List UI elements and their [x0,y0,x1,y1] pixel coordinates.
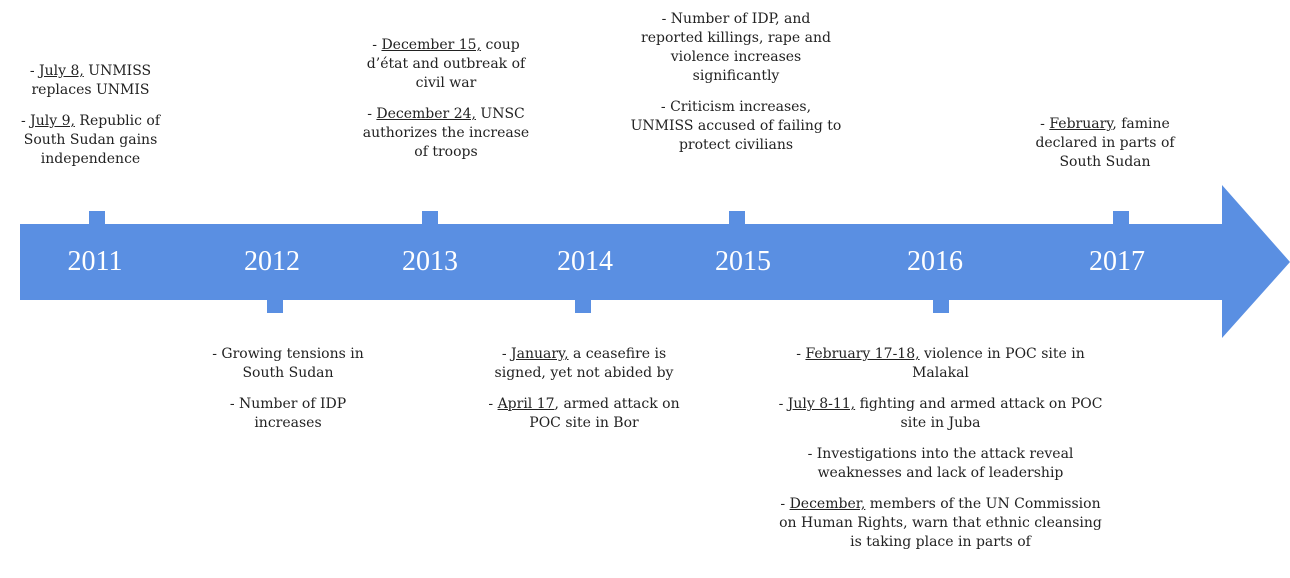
event-block: - January, a ceasefire is signed, yet no… [478,345,690,445]
event-rest: , armed attack on POC site in Bor [529,396,680,431]
event-rest: coup d’état and outbreak of civil war [366,37,526,91]
marker [729,211,745,225]
event-date: February 17-18, [805,346,920,362]
event-date: December 24, [376,106,476,122]
event-lead: - [501,346,512,362]
event-date: December 15, [381,37,482,53]
year-label: 2012 [244,246,300,277]
marker [422,211,438,225]
marker [267,299,283,313]
event-date: April 17 [497,396,555,412]
event-item: - December 15, coup d’état and outbreak … [355,36,537,93]
event-lead: - Criticism increases, UNMISS accused of… [630,99,842,153]
year-label: 2014 [557,246,613,277]
event-date: July 8-11, [787,396,856,412]
event-lead: - [29,63,40,79]
event-item: - Investigations into the attack reveal … [778,445,1103,483]
event-block: - Number of IDP, and reported killings, … [630,10,842,167]
year-label: 2015 [715,246,771,277]
event-date: February [1049,116,1113,132]
markers [89,211,1129,313]
marker [933,299,949,313]
event-item: - July 8, UNMISS replaces UNMIS [8,62,173,100]
event-rest: Republic of South Sudan gains independen… [23,113,161,167]
event-block: - February 17-18, violence in POC site i… [778,345,1103,564]
event-item: - December, members of the UN Commission… [778,495,1103,552]
event-item: - January, a ceasefire is signed, yet no… [478,345,690,383]
event-date: July 9, [30,113,75,129]
year-label: 2011 [67,246,123,277]
event-lead: - Investigations into the attack reveal … [807,446,1074,481]
event-item: - Number of IDP, and reported killings, … [630,10,842,86]
event-item: - Criticism increases, UNMISS accused of… [630,98,842,155]
event-item: - February, famine declared in parts of … [1030,115,1180,172]
event-rest: members of the UN Commission on Human Ri… [779,496,1102,550]
event-block: - February, famine declared in parts of … [1030,115,1180,184]
event-block: - December 15, coup d’état and outbreak … [355,36,537,174]
event-item: - Number of IDP increases [198,395,378,433]
year-label: 2013 [402,246,458,277]
event-item: - February 17-18, violence in POC site i… [778,345,1103,383]
event-lead: - [1040,116,1050,132]
event-rest: UNMISS replaces UNMIS [31,63,152,98]
marker [1113,211,1129,225]
event-date: July 8, [39,63,84,79]
event-item: - December 24, UNSC authorizes the incre… [355,105,537,162]
event-item: - July 9, Republic of South Sudan gains … [8,112,173,169]
event-lead: - [372,37,382,53]
event-rest: , famine declared in parts of South Suda… [1035,116,1175,170]
event-lead: - Number of IDP, and reported killings, … [641,11,831,84]
event-rest: fighting and armed attack on POC site in… [855,396,1103,431]
event-item: - July 8-11, fighting and armed attack o… [778,395,1103,433]
event-lead: - [796,346,806,362]
marker [89,211,105,225]
year-label: 2017 [1089,246,1145,277]
event-lead: - [367,106,377,122]
event-item: - April 17, armed attack on POC site in … [478,395,690,433]
timeline-arrow [20,185,1290,338]
event-lead: - Growing tensions in South Sudan [212,346,364,381]
event-lead: - [778,396,788,412]
event-block: - July 8, UNMISS replaces UNMIS - July 9,… [8,62,173,181]
event-lead: - [780,496,790,512]
event-date: December, [789,496,866,512]
event-lead: - [20,113,31,129]
event-block: - Growing tensions in South Sudan - Numbe… [198,345,378,445]
event-lead: - [488,396,498,412]
event-rest: violence in POC site in Malakal [912,346,1085,381]
marker [575,299,591,313]
event-item: - Growing tensions in South Sudan [198,345,378,383]
event-rest: a ceasefire is signed, yet not abided by [494,346,674,381]
event-rest: UNSC authorizes the increase of troops [362,106,530,160]
year-label: 2016 [907,246,963,277]
event-date: January, [511,346,569,362]
event-lead: - Number of IDP increases [229,396,347,431]
